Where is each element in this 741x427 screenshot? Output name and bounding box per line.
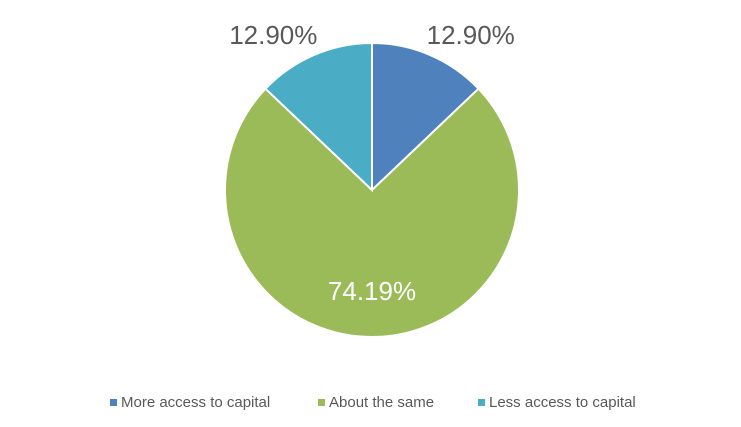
data-label: 74.19% (328, 276, 416, 306)
pie-slice (224, 87, 520, 338)
data-label: 12.90% (229, 20, 317, 50)
legend-label: More access to capital (121, 394, 270, 411)
data-label: 12.90% (427, 20, 515, 50)
legend-marker (110, 399, 117, 406)
pie-slice (371, 41, 480, 193)
legend-label: About the same (329, 394, 434, 411)
legend-marker (318, 399, 325, 406)
legend-label: Less access to capital (489, 394, 636, 411)
pie-slice (264, 41, 373, 193)
legend-marker (478, 399, 485, 406)
